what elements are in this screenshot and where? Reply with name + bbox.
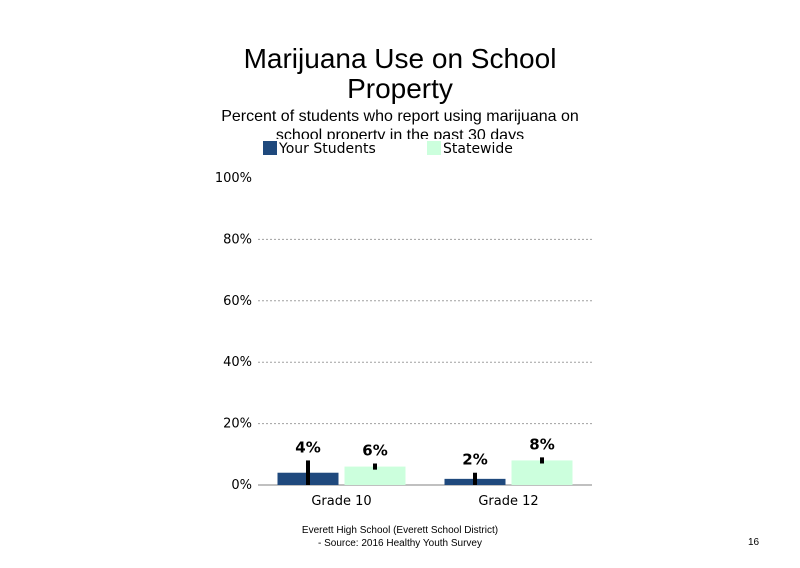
legend-label-statewide: Statewide <box>443 141 513 157</box>
legend-label-your-students: Your Students <box>279 141 376 157</box>
x-tick-label: Grade 10 <box>311 494 371 509</box>
data-label: 6% <box>362 442 387 460</box>
chart-subtitle: Percent of students who report using mar… <box>221 108 579 139</box>
y-tick-label: 20% <box>223 417 252 432</box>
x-tick-label: Grade 12 <box>478 494 538 509</box>
legend-swatch-statewide <box>427 141 441 155</box>
y-tick-label: 80% <box>223 232 252 247</box>
legend-item-your-students: Your Students <box>263 141 376 157</box>
y-tick-label: 100% <box>215 171 252 186</box>
bar <box>511 460 573 485</box>
y-tick-label: 0% <box>231 478 252 493</box>
footer-school: Everett High School (Everett School Dist… <box>301 525 499 536</box>
y-tick-label: 40% <box>223 355 252 370</box>
page-number: 16 <box>748 537 760 548</box>
data-label: 8% <box>529 435 554 453</box>
data-label: 4% <box>295 438 320 456</box>
chart-title: Marijuana Use on School Property <box>243 43 557 104</box>
footer-source: - Source: 2016 Healthy Youth Survey <box>318 538 482 549</box>
legend-item-statewide: Statewide <box>427 141 513 157</box>
legend-swatch-your-students <box>263 141 277 155</box>
bar <box>344 466 406 485</box>
footer: Everett High School (Everett School Dist… <box>250 524 550 550</box>
y-tick-label: 60% <box>223 294 252 309</box>
data-label: 2% <box>462 451 487 469</box>
